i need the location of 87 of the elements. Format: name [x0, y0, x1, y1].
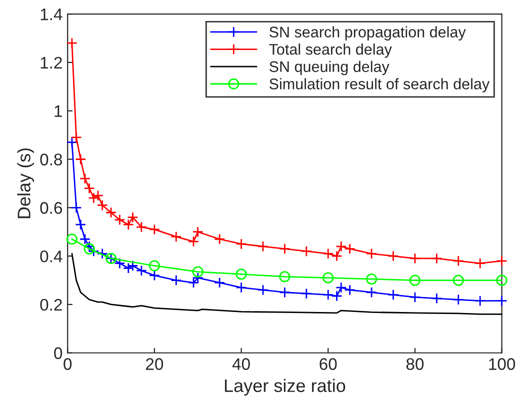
point: [322, 248, 334, 260]
point: [66, 38, 78, 49]
line-series: [71, 252, 502, 315]
point: [170, 274, 182, 286]
legend-label: Total search delay: [269, 44, 392, 58]
point: [188, 236, 200, 248]
y-tick-label: 0.8: [40, 154, 62, 166]
point: [409, 252, 421, 264]
point: [148, 270, 160, 281]
point: [279, 286, 290, 298]
point: [300, 288, 312, 300]
point: [452, 274, 464, 286]
point: [279, 271, 290, 282]
point: [66, 234, 78, 245]
legend-label: SN search propagation delay: [269, 26, 466, 40]
y-tick-label: 0.4: [40, 250, 62, 262]
point: [431, 292, 442, 304]
point: [88, 246, 100, 257]
point: [496, 274, 508, 286]
point: [79, 173, 91, 184]
point: [236, 282, 247, 294]
y-axis-title: Delay (s): [17, 148, 34, 218]
y-tick-label: 1: [54, 105, 62, 117]
point: [452, 255, 464, 266]
point: [331, 250, 342, 262]
y-tick-label: 0.2: [40, 298, 62, 311]
legend-label: SN queuing delay: [269, 60, 390, 76]
point: [496, 295, 508, 306]
legend-label: Simulation result of search delay: [269, 78, 490, 92]
point: [148, 260, 160, 272]
point: [70, 202, 82, 214]
point: [336, 240, 347, 252]
x-tick-label: 100: [489, 358, 516, 370]
point: [496, 255, 508, 266]
x-tick-label: 40: [232, 358, 250, 370]
point: [366, 286, 378, 298]
point: [84, 243, 95, 254]
point: [279, 243, 290, 254]
point: [114, 214, 126, 226]
point: [409, 274, 421, 286]
point: [148, 224, 160, 235]
point: [474, 258, 486, 269]
point: [431, 252, 442, 264]
point: [474, 295, 486, 306]
point: [344, 243, 356, 254]
point: [322, 289, 334, 300]
point: [366, 248, 378, 260]
y-tick-label: 1.2: [40, 56, 62, 68]
point: [192, 266, 204, 278]
point: [96, 200, 108, 211]
point: [300, 246, 312, 257]
point: [236, 268, 247, 280]
point: [331, 290, 342, 302]
point: [96, 248, 108, 260]
point: [388, 250, 399, 262]
point: [322, 272, 334, 284]
point: [75, 219, 86, 230]
x-axis-title: Layer size ratio: [224, 378, 346, 396]
point: [344, 284, 356, 296]
point: [214, 277, 226, 288]
point: [257, 240, 269, 252]
x-tick-label: 80: [406, 358, 424, 370]
y-tick-label: 0.6: [40, 202, 62, 214]
point: [192, 226, 204, 238]
y-tick-label: 1.4: [40, 8, 62, 20]
point: [70, 132, 82, 144]
x-tick-label: 60: [320, 358, 337, 370]
point: [170, 231, 182, 242]
point: [236, 238, 247, 250]
x-tick-label: 0: [64, 358, 72, 370]
point: [136, 221, 147, 233]
point: [388, 289, 399, 300]
point: [409, 292, 421, 303]
point: [79, 234, 91, 245]
y-tick-label: 0: [54, 347, 62, 360]
point: [257, 284, 269, 296]
point: [114, 258, 126, 269]
point: [84, 182, 95, 194]
x-tick-label: 20: [146, 358, 164, 370]
point: [214, 234, 226, 245]
point: [66, 136, 78, 148]
point: [336, 282, 347, 294]
point: [105, 206, 117, 218]
point: [366, 274, 378, 285]
point: [75, 154, 86, 165]
point: [136, 265, 147, 276]
point: [452, 294, 464, 306]
